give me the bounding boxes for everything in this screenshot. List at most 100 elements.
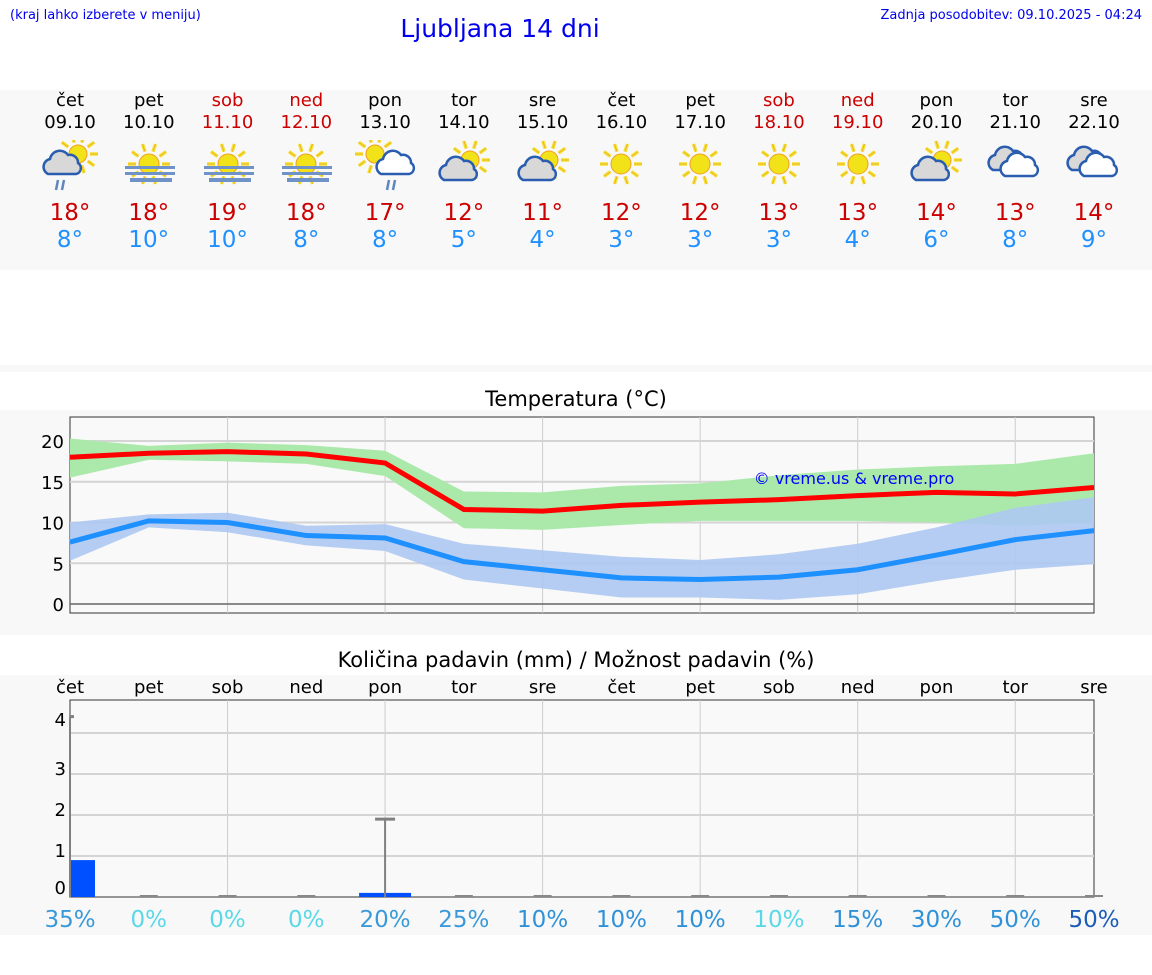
precipitation-chart: 0 1 2 3 4 čet 35% pet 0% sob 0% ned 0% pon 20% tor 25% sr… bbox=[44, 677, 1119, 933]
day-name: pet bbox=[133, 90, 164, 111]
page-title: Ljubljana 14 dni bbox=[400, 14, 600, 43]
watermark: © vreme.us & vreme.pro bbox=[754, 469, 955, 488]
temp-line-max bbox=[69, 449, 1095, 514]
min-temp: 9° bbox=[1080, 227, 1108, 253]
max-temp: 13° bbox=[994, 200, 1036, 226]
partly-cloudy-icon bbox=[516, 140, 569, 182]
min-temp: 4° bbox=[529, 227, 556, 253]
day-label: sob bbox=[212, 677, 244, 698]
day-label: sre bbox=[529, 677, 556, 698]
day-date: 12.10 bbox=[280, 112, 333, 133]
sun-cloud-rain-icon bbox=[355, 140, 416, 191]
y-tick-label: 0 bbox=[55, 878, 66, 899]
day-name: ned bbox=[840, 90, 875, 111]
sun-icon bbox=[757, 143, 800, 185]
forecast-day: pet 10.10 18° 10° bbox=[109, 90, 189, 254]
temp-band-min bbox=[70, 497, 1095, 600]
forecast-day: pet 17.10 12° 3° bbox=[660, 90, 740, 254]
day-date: 09.10 bbox=[44, 112, 96, 133]
last-updated: Zadnja posodobitev: 09.10.2025 - 04:24 bbox=[880, 8, 1142, 23]
max-temp: 18° bbox=[285, 200, 327, 226]
max-temp: 14° bbox=[916, 200, 957, 226]
min-temp: 5° bbox=[450, 227, 477, 253]
max-temp: 14° bbox=[1073, 200, 1115, 226]
precip-probability: 10% bbox=[517, 907, 568, 933]
temperature-chart-title: Temperatura (°C) bbox=[485, 387, 667, 411]
forecast-day: čet 09.10 18° 8° bbox=[30, 90, 110, 254]
min-temp: 3° bbox=[608, 227, 635, 253]
day-label: tor bbox=[1002, 677, 1028, 698]
forecast-strip bbox=[0, 90, 1152, 270]
day-date: 21.10 bbox=[989, 112, 1041, 133]
y-tick-label: 2 bbox=[55, 800, 66, 821]
day-date: 15.10 bbox=[516, 112, 569, 133]
min-temp: 4° bbox=[844, 227, 871, 253]
precip-probability: 0% bbox=[209, 907, 246, 933]
max-temp: 18° bbox=[128, 200, 170, 226]
max-temp: 12° bbox=[679, 200, 721, 226]
forecast-day: čet 16.10 12° 3° bbox=[581, 90, 661, 254]
sun-icon bbox=[836, 143, 879, 185]
forecast-day: tor 14.10 12° 5° bbox=[424, 90, 504, 254]
temp-line-min bbox=[69, 518, 1095, 583]
max-temp: 12° bbox=[600, 200, 642, 226]
precip-bar bbox=[70, 860, 95, 897]
min-temp: 8° bbox=[1002, 227, 1029, 253]
day-label: pon bbox=[368, 677, 402, 698]
day-label: tor bbox=[451, 677, 477, 698]
forecast-day: sob 11.10 19° 10° bbox=[188, 90, 268, 254]
y-tick-label: 5 bbox=[53, 554, 64, 575]
forecast-day: pon 13.10 17° 8° bbox=[345, 90, 425, 254]
max-temp: 13° bbox=[758, 200, 800, 226]
precip-probability: 10% bbox=[596, 907, 647, 933]
min-temp: 8° bbox=[293, 227, 320, 253]
precip-probability: 20% bbox=[360, 907, 411, 933]
precip-probability: 0% bbox=[131, 907, 168, 933]
day-name: čet bbox=[607, 90, 636, 111]
day-name: sre bbox=[1080, 90, 1108, 111]
day-label: ned bbox=[841, 677, 875, 698]
min-temp: 3° bbox=[687, 227, 714, 253]
sun-fog-icon bbox=[124, 143, 175, 185]
precip-probability: 0% bbox=[288, 907, 325, 933]
day-date: 10.10 bbox=[123, 112, 175, 133]
partly-cloudy-icon bbox=[438, 140, 490, 182]
min-temp: 8° bbox=[56, 227, 84, 253]
min-temp: 6° bbox=[923, 227, 950, 253]
max-temp: 17° bbox=[364, 200, 406, 226]
precip-probability: 50% bbox=[990, 907, 1041, 933]
day-name: sob bbox=[763, 90, 795, 111]
precip-probability: 30% bbox=[911, 907, 962, 933]
y-tick-label: 0 bbox=[53, 595, 64, 616]
day-label: sob bbox=[763, 677, 795, 698]
forecast-day: sob 18.10 13° 3° bbox=[739, 90, 819, 254]
plot-area bbox=[69, 699, 1095, 898]
day-date: 22.10 bbox=[1068, 112, 1120, 133]
min-temp: 8° bbox=[372, 227, 399, 253]
day-label: čet bbox=[56, 677, 84, 698]
cloudy-icon bbox=[987, 145, 1040, 178]
day-date: 11.10 bbox=[201, 112, 254, 133]
precip-probability: 50% bbox=[1068, 907, 1119, 933]
day-date: 18.10 bbox=[753, 112, 805, 133]
day-date: 14.10 bbox=[438, 112, 490, 133]
day-name: pon bbox=[919, 90, 954, 111]
temperature-chart: 0 5 10 15 20 © vreme.us & vreme.pro bbox=[41, 416, 1095, 616]
day-label: sre bbox=[1080, 677, 1107, 698]
day-label: pet bbox=[685, 677, 715, 698]
day-name: ned bbox=[289, 90, 324, 111]
y-tick-label: 4 bbox=[55, 710, 66, 731]
max-temp: 11° bbox=[522, 200, 563, 226]
day-label: ned bbox=[289, 677, 323, 698]
partly-cloudy-rain-icon bbox=[42, 140, 98, 191]
forecast-day: ned 12.10 18° 8° bbox=[266, 90, 346, 254]
day-date: 16.10 bbox=[595, 112, 648, 133]
day-name: tor bbox=[451, 90, 477, 111]
day-name: sre bbox=[528, 90, 557, 111]
forecast-day: sre 22.10 14° 9° bbox=[1054, 90, 1134, 254]
day-date: 19.10 bbox=[831, 112, 884, 133]
max-temp: 13° bbox=[837, 200, 879, 226]
y-tick-label: 15 bbox=[41, 473, 64, 494]
forecast-day: pon 20.10 14° 6° bbox=[896, 90, 976, 254]
precip-probability: 10% bbox=[675, 907, 726, 933]
